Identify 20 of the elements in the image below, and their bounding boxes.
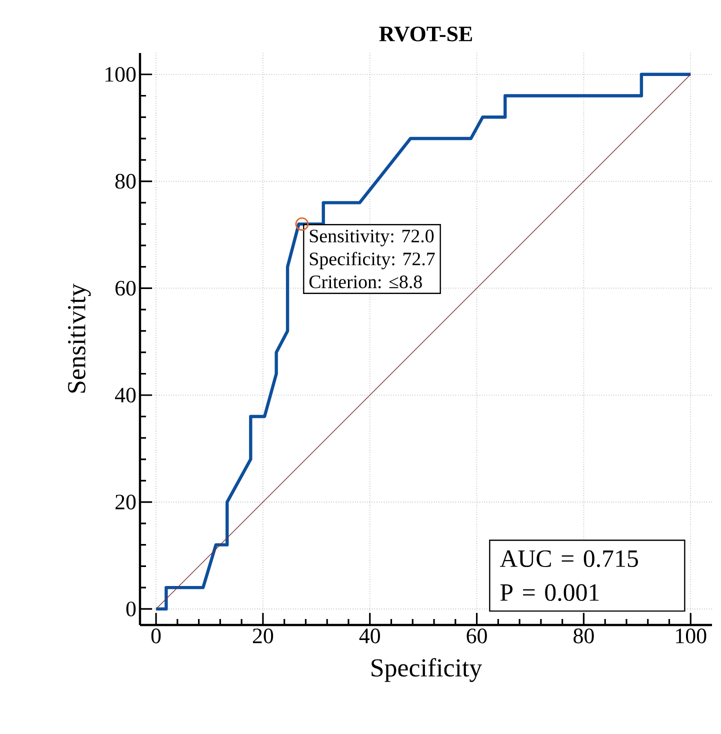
y-tick-label: 100	[106, 66, 136, 82]
y-tick-label: 0	[126, 602, 136, 616]
y-tick-label: 20	[116, 494, 136, 510]
annotation: AUC = 0.715	[500, 550, 638, 568]
x-axis-title: Specificity	[372, 658, 482, 682]
x-tick-label: 40	[359, 628, 380, 644]
x-tick-label: 100	[676, 628, 706, 644]
x-tick-label: 80	[574, 628, 594, 644]
y-tick-label: 80	[115, 174, 136, 189]
annotation: Sensitivity: 72.0	[310, 230, 434, 246]
y-tick-label: 40	[114, 388, 136, 403]
annotation: Criterion: ≤8.8	[309, 275, 422, 288]
annotation: Specificity: 72.7	[310, 252, 435, 270]
x-tick-label: 60	[466, 628, 487, 644]
chart-title: RVOT-SE	[379, 26, 472, 42]
y-axis-title: Sensitivity	[68, 284, 91, 393]
y-tick-label: 60	[116, 280, 136, 296]
annotation: P = 0.001	[500, 584, 599, 602]
x-tick-label: 20	[252, 628, 274, 644]
x-tick-label: 0	[151, 628, 161, 644]
